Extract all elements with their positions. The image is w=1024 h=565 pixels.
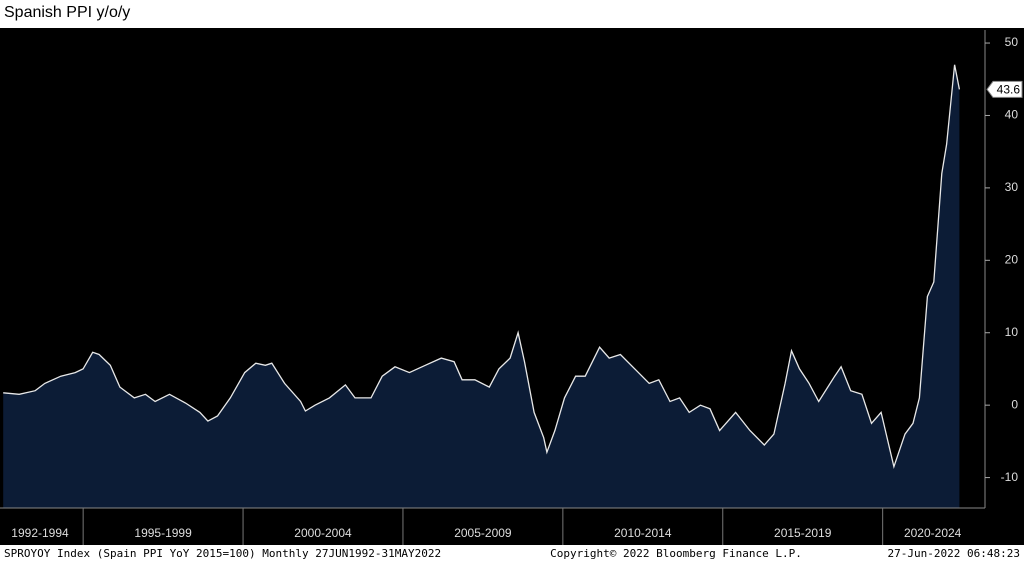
x-period-label: 2005-2009 xyxy=(454,526,512,540)
y-tick-label: 10 xyxy=(1005,325,1019,339)
last-value-label: 43.6 xyxy=(997,83,1021,97)
y-tick-label: 30 xyxy=(1005,180,1019,194)
y-tick-label: 20 xyxy=(1005,252,1019,266)
footer-right: 27-Jun-2022 06:48:23 xyxy=(888,547,1020,560)
x-period-label: 2010-2014 xyxy=(614,526,672,540)
y-tick-label: 40 xyxy=(1005,108,1019,122)
y-tick-label: 50 xyxy=(1005,35,1019,49)
chart-title: Spanish PPI y/o/y xyxy=(4,4,130,21)
last-value-box xyxy=(986,80,1023,98)
x-period-label: 2000-2004 xyxy=(294,526,352,540)
footer-left: SPROYOY Index (Spain PPI YoY 2015=100) M… xyxy=(4,547,441,560)
x-period-label: 1992-1994 xyxy=(11,526,69,540)
x-period-label: 1995-1999 xyxy=(134,526,192,540)
y-tick-label: -10 xyxy=(1001,470,1019,484)
footer-center: Copyright© 2022 Bloomberg Finance L.P. xyxy=(550,547,802,560)
area xyxy=(3,64,960,509)
x-period-label: 2015-2019 xyxy=(774,526,832,540)
y-tick-label: 0 xyxy=(1011,397,1018,411)
line xyxy=(3,64,961,470)
x-period-label: 2020-2024 xyxy=(904,526,962,540)
